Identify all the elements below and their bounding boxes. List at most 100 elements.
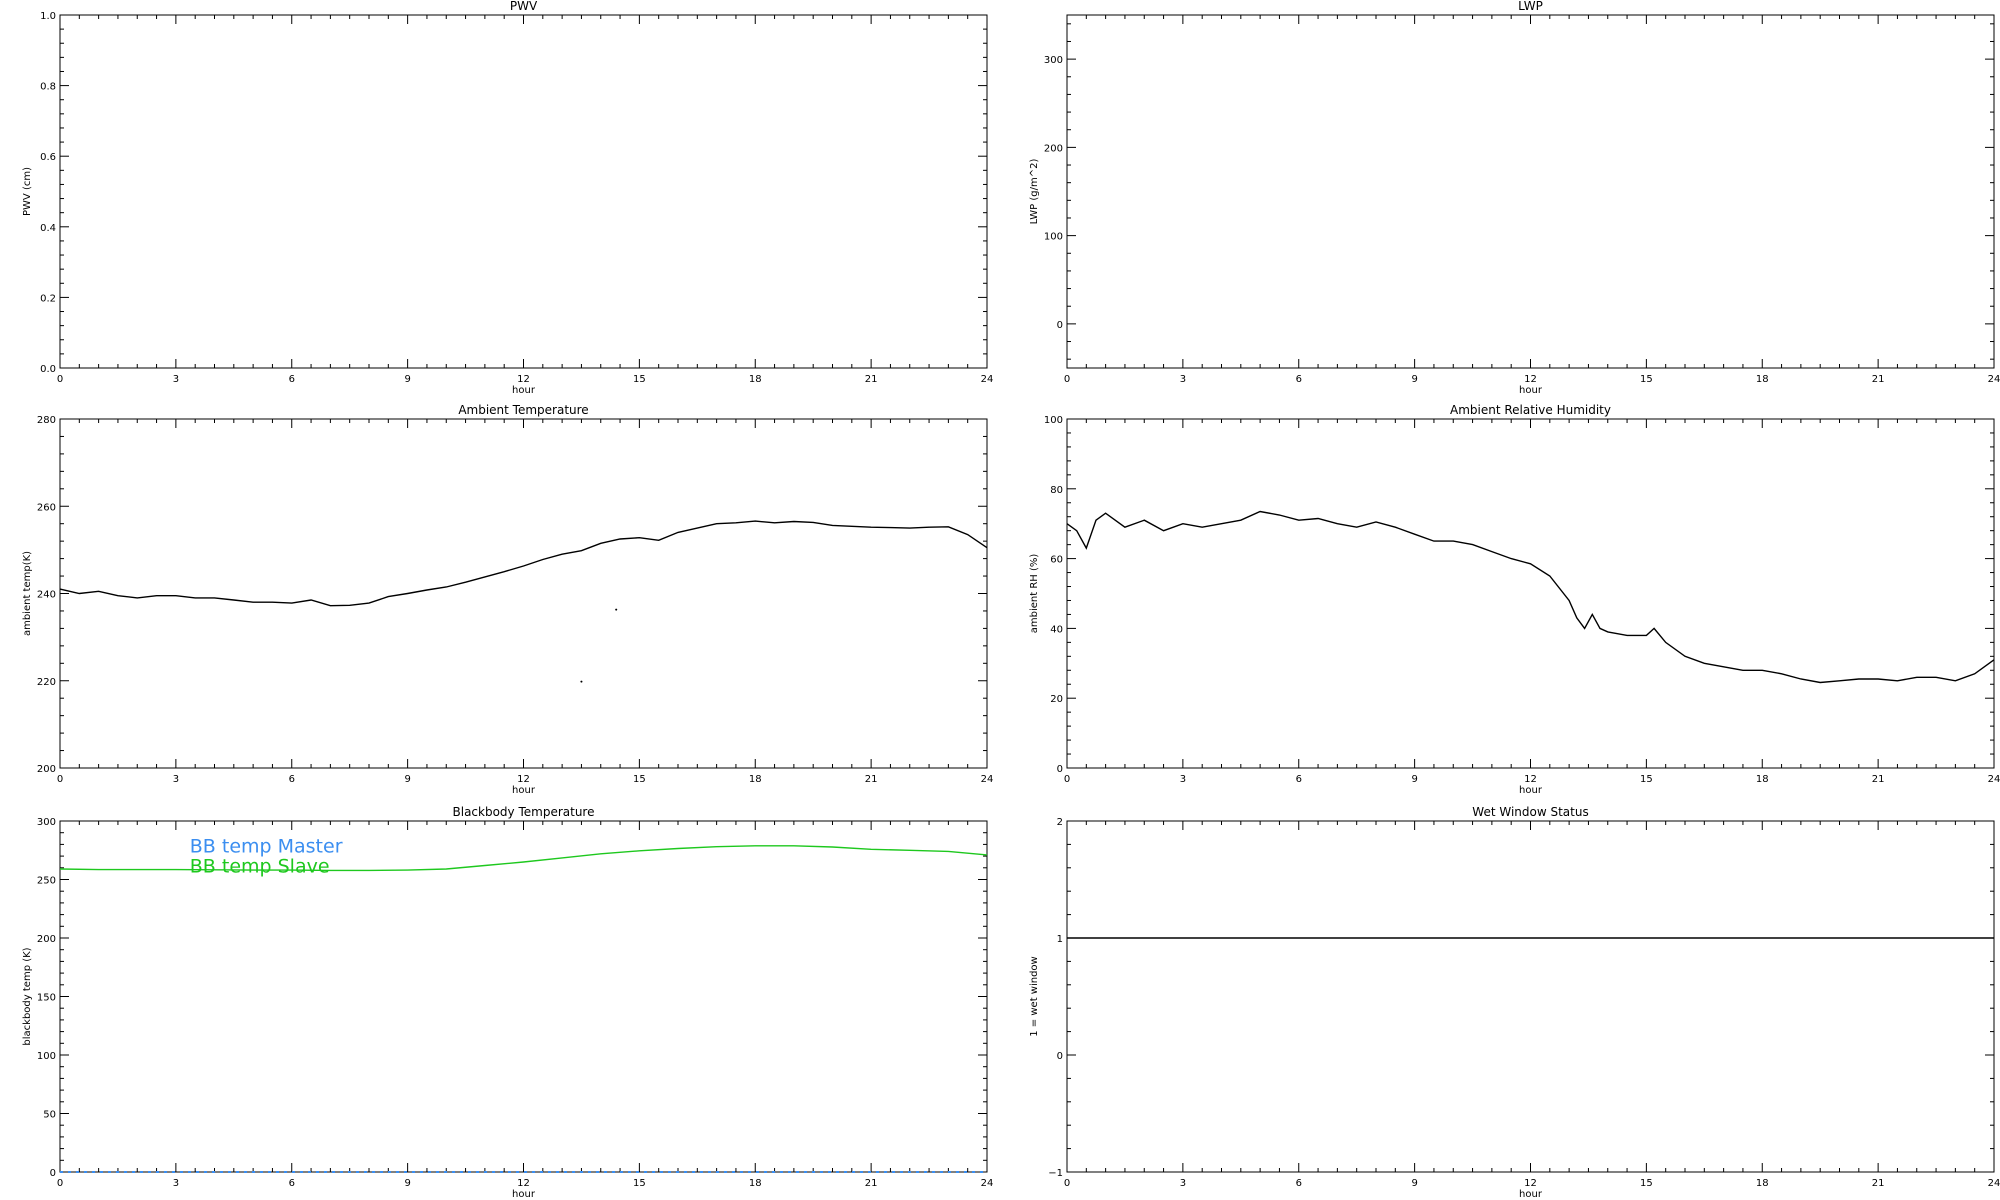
- y-tick-label: 0: [50, 1168, 56, 1179]
- x-tick-label: 24: [1988, 374, 2000, 385]
- x-tick-label: 0: [1064, 1178, 1070, 1189]
- x-tick-label: 18: [1756, 774, 1769, 785]
- y-axis-label: ambient RH (%): [1029, 554, 1040, 634]
- y-axis-label: LWP (g/m^2): [1029, 159, 1040, 225]
- x-tick-label: 12: [517, 774, 530, 785]
- x-axis-label: hour: [1519, 385, 1543, 396]
- y-tick-label: 260: [37, 502, 56, 513]
- y-tick-label: 100: [1044, 415, 1063, 426]
- x-tick-label: 24: [981, 374, 994, 385]
- plot-frame: [1066, 14, 1995, 369]
- x-tick-label: 21: [865, 374, 878, 385]
- y-tick-label: 220: [37, 677, 56, 688]
- panel-blackbody-temp: Blackbody Temperature 0 3 6 9 12 15 18 21 24 hour 0…: [22, 805, 993, 1200]
- y-tick-label: 200: [37, 934, 56, 945]
- y-tick-label: 240: [37, 590, 56, 601]
- legend-entry: BB temp Slave: [190, 856, 330, 878]
- y-tick-label: 0.0: [40, 364, 56, 375]
- x-tick-label: 21: [1872, 1178, 1885, 1189]
- plot-frame: [1066, 418, 1995, 769]
- legend-entry: BB temp Master: [190, 836, 343, 858]
- panel-lwp: LWP 0 3 6 9 12 15 18 21 24 hour 0 100 200 300 LWP (g/m^…: [1029, 0, 2000, 396]
- x-tick-label: 24: [981, 774, 994, 785]
- x-tick-label: 0: [57, 1178, 63, 1189]
- x-tick-label: 6: [289, 1178, 295, 1189]
- panel-pwv: PWV 0 3 6 9 12 15 18 21 24 hour 0.0 0.2 0.4 0.6 0.8 1.0 P…: [22, 0, 993, 396]
- y-tick-label: 300: [37, 817, 56, 828]
- x-tick-label: 6: [1296, 1178, 1302, 1189]
- x-tick-label: 12: [517, 1178, 530, 1189]
- x-tick-label: 3: [1180, 774, 1186, 785]
- x-tick-label: 12: [517, 374, 530, 385]
- y-axis-label: ambient temp(K): [22, 551, 33, 636]
- x-tick-label: 9: [1411, 374, 1417, 385]
- x-tick-label: 21: [1872, 774, 1885, 785]
- y-tick-label: 1.0: [40, 11, 56, 22]
- y-tick-label: 20: [1050, 694, 1063, 705]
- x-tick-label: 15: [633, 374, 646, 385]
- x-tick-label: 3: [173, 1178, 179, 1189]
- x-tick-label: 0: [57, 374, 63, 385]
- y-tick-label: 0.6: [40, 152, 56, 163]
- x-tick-label: 0: [57, 774, 63, 785]
- x-tick-label: 9: [1411, 774, 1417, 785]
- y-tick-label: 300: [1044, 55, 1063, 66]
- chart-title: Wet Window Status: [1472, 805, 1588, 819]
- series-line-bb-temp-slave: [59, 845, 988, 872]
- x-tick-label: 24: [1988, 1178, 2000, 1189]
- x-tick-label: 9: [1411, 1178, 1417, 1189]
- y-axis-label: PWV (cm): [22, 167, 33, 216]
- outlier-point: [615, 608, 618, 611]
- x-tick-label: 6: [289, 774, 295, 785]
- x-tick-label: 12: [1524, 774, 1537, 785]
- x-axis-label: hour: [1519, 1189, 1543, 1200]
- x-tick-label: 9: [404, 374, 410, 385]
- x-tick-label: 15: [633, 774, 646, 785]
- plot-frame: [59, 418, 988, 769]
- y-axis-label: blackbody temp (K): [22, 947, 33, 1045]
- x-tick-label: 3: [1180, 374, 1186, 385]
- x-tick-label: 18: [1756, 374, 1769, 385]
- x-tick-label: 6: [1296, 374, 1302, 385]
- x-tick-label: 9: [404, 774, 410, 785]
- y-tick-label: 80: [1050, 485, 1063, 496]
- x-axis-label: hour: [512, 385, 536, 396]
- x-tick-label: 3: [1180, 1178, 1186, 1189]
- y-tick-label: 0: [1057, 764, 1063, 775]
- y-tick-label: 200: [37, 764, 56, 775]
- outlier-point: [580, 680, 583, 683]
- x-tick-label: 24: [1988, 774, 2000, 785]
- x-tick-label: 15: [1640, 774, 1653, 785]
- chart-title: Ambient Relative Humidity: [1450, 403, 1611, 417]
- x-axis-label: hour: [512, 785, 536, 796]
- x-tick-label: 15: [1640, 1178, 1653, 1189]
- x-tick-label: 9: [404, 1178, 410, 1189]
- y-tick-label: 280: [37, 415, 56, 426]
- chart-title: Blackbody Temperature: [453, 805, 595, 819]
- y-tick-label: 150: [37, 993, 56, 1004]
- x-tick-label: 6: [289, 374, 295, 385]
- plot-frame: [1066, 820, 1995, 1173]
- x-tick-label: 15: [633, 1178, 646, 1189]
- x-tick-label: 12: [1524, 374, 1537, 385]
- panel-ambient-temp: Ambient Temperature 0 3 6 9 12 15 18 21 24 hour 200…: [22, 403, 993, 796]
- y-tick-label: 0.2: [40, 293, 56, 304]
- y-tick-label: 2: [1057, 817, 1063, 828]
- x-tick-label: 18: [749, 774, 762, 785]
- y-tick-label: 0: [1057, 1051, 1063, 1062]
- x-tick-label: 18: [749, 374, 762, 385]
- x-tick-label: 3: [173, 374, 179, 385]
- y-tick-label: 100: [37, 1051, 56, 1062]
- x-tick-label: 18: [749, 1178, 762, 1189]
- x-tick-label: 0: [1064, 374, 1070, 385]
- x-tick-label: 24: [981, 1178, 994, 1189]
- x-tick-label: 21: [1872, 374, 1885, 385]
- series-line-0: [59, 520, 988, 607]
- y-tick-label: 200: [1044, 143, 1063, 154]
- x-tick-label: 21: [865, 774, 878, 785]
- y-tick-label: 0.4: [40, 223, 56, 234]
- x-tick-label: 18: [1756, 1178, 1769, 1189]
- chart-title: LWP: [1518, 0, 1543, 13]
